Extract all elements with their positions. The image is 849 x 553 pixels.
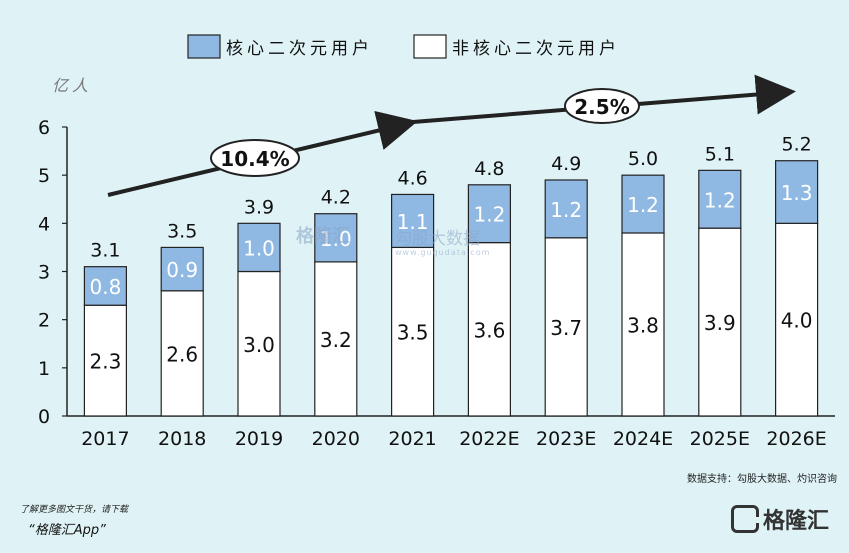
value-label-noncore: 3.2	[320, 328, 352, 352]
total-label: 4.8	[474, 158, 504, 180]
y-tick-label: 3	[38, 262, 50, 284]
x-tick-label: 2019	[235, 428, 283, 450]
total-label: 4.9	[551, 153, 581, 175]
watermark-site: 勾股大数据	[395, 229, 480, 249]
value-label-core: 1.2	[473, 203, 505, 227]
bar-core	[83, 266, 128, 306]
stacked-bar-chart: 0 1 2 3 4 5 6 亿人 2.3 0.8 3.1 2017 2.6 0.9 3.5 2018 3.0 1.…	[38, 34, 835, 450]
cagr-bubble-2	[564, 88, 640, 124]
bar-core	[621, 174, 665, 234]
value-label-core: 0.8	[89, 275, 121, 299]
value-label-core: 1.2	[550, 198, 582, 222]
value-label-core: 1.2	[627, 193, 659, 217]
bar-core	[391, 193, 435, 249]
value-label-noncore: 2.3	[89, 350, 121, 374]
y-tick-label: 0	[38, 406, 50, 428]
x-tick-label: 2020	[312, 428, 360, 450]
bar-noncore	[467, 242, 511, 417]
cagr-label-2: 2.5%	[574, 95, 629, 119]
total-label: 3.1	[90, 240, 120, 262]
bar-core	[237, 222, 281, 273]
y-tick-label: 2	[38, 310, 50, 332]
bar-core	[160, 246, 204, 292]
bar-noncore	[774, 222, 819, 417]
x-tick-label: 2021	[388, 428, 436, 450]
value-label-noncore: 3.8	[627, 313, 659, 337]
x-tick-label: 2025E	[690, 428, 750, 450]
value-label-noncore: 3.0	[243, 333, 275, 357]
value-label-noncore: 2.6	[166, 342, 198, 366]
bar-noncore	[621, 232, 665, 417]
total-label: 5.0	[628, 148, 658, 170]
x-tick-label: 2017	[81, 428, 129, 450]
source-note: 数据支持：勾股大数据、灼识咨询	[687, 474, 837, 485]
x-tick-label: 2026E	[766, 428, 826, 450]
legend-label-noncore: 非核心二次元用户	[452, 39, 620, 59]
bar-noncore	[544, 237, 588, 417]
total-label: 3.5	[167, 220, 197, 242]
promo-text: 了解更多图文干货，请下载	[20, 505, 129, 515]
value-label-core: 1.0	[243, 236, 275, 260]
total-label: 3.9	[244, 196, 274, 218]
x-tick-label: 2024E	[613, 428, 673, 450]
y-unit-label: 亿人	[52, 76, 92, 95]
value-label-core: 1.2	[704, 188, 736, 212]
y-tick-label: 4	[38, 213, 50, 235]
bar-noncore	[237, 270, 281, 417]
watermark-brand: 格隆汇	[296, 226, 350, 247]
total-label: 5.2	[781, 134, 811, 156]
value-label-noncore: 3.7	[550, 316, 582, 340]
x-tick-label: 2018	[158, 428, 206, 450]
bar-core	[544, 179, 588, 239]
y-tick-label: 6	[38, 117, 50, 139]
value-label-core: 1.3	[781, 181, 813, 205]
value-label-core: 1.0	[320, 227, 352, 251]
total-label: 4.2	[321, 187, 351, 209]
logo-icon	[730, 505, 759, 533]
value-label-noncore: 3.6	[473, 318, 505, 342]
legend-swatch-noncore	[413, 34, 447, 59]
watermark-url: www.gugudata.com	[395, 248, 491, 257]
brand-logo: 格隆汇	[730, 503, 829, 535]
x-tick-label: 2023E	[536, 428, 596, 450]
bar-core	[698, 169, 742, 229]
total-label: 4.6	[397, 167, 427, 189]
bar-noncore	[160, 290, 204, 417]
bar-core	[774, 160, 819, 224]
y-tick-label: 5	[38, 165, 50, 187]
bar-core	[467, 184, 511, 244]
bar-core	[314, 213, 358, 263]
logo-text: 格隆汇	[762, 509, 829, 534]
cagr-label-1: 10.4%	[220, 147, 289, 171]
bar-noncore	[698, 227, 742, 417]
value-label-noncore: 3.5	[397, 321, 429, 345]
y-tick-label: 1	[38, 358, 50, 380]
x-tick-label: 2022E	[459, 428, 519, 450]
legend-swatch-core	[187, 34, 221, 59]
promo-app-name: “格隆汇App”	[28, 523, 106, 538]
total-label: 5.1	[705, 143, 735, 165]
value-label-noncore: 4.0	[781, 309, 813, 333]
bar-noncore	[314, 261, 358, 417]
value-label-core: 1.1	[397, 210, 429, 234]
value-label-core: 0.9	[166, 258, 198, 282]
value-label-noncore: 3.9	[704, 311, 736, 335]
legend-label-core: 核心二次元用户	[226, 39, 373, 59]
cagr-bubble-1	[210, 139, 300, 177]
